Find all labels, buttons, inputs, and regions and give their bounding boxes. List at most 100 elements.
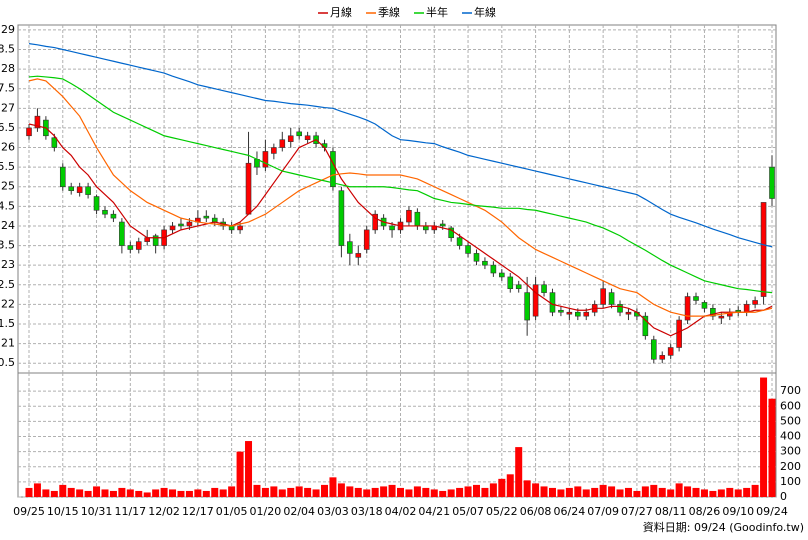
- price-panel: [17, 24, 777, 374]
- volume-bar: [658, 487, 666, 497]
- candle-body: [710, 308, 716, 317]
- volume-bar: [219, 489, 227, 497]
- volume-bar: [76, 489, 84, 497]
- y-tick-label: 400: [780, 430, 801, 443]
- candle-body: [51, 137, 58, 148]
- volume-bar: [329, 477, 337, 497]
- volume-bar: [160, 487, 168, 497]
- candle-body: [102, 209, 108, 215]
- x-tick-label: 10/31: [81, 505, 113, 518]
- x-tick-label: 09/24: [756, 505, 788, 518]
- legend-label: 季線: [378, 5, 400, 19]
- candle-body: [169, 225, 176, 231]
- volume-bar: [295, 486, 303, 497]
- candle-body: [389, 225, 395, 231]
- candle-body: [127, 245, 134, 250]
- x-tick-label: 09/10: [722, 505, 754, 518]
- y-tick-label: 700: [780, 384, 801, 397]
- candle-body: [85, 186, 91, 195]
- volume-bar: [447, 489, 455, 497]
- candle-body: [178, 223, 184, 227]
- y-tick-label: 4.5: [0, 199, 15, 212]
- candle-body: [608, 292, 615, 305]
- volume-bar: [624, 487, 632, 497]
- volume-bar: [304, 487, 312, 497]
- candle-body: [330, 151, 336, 188]
- candle-body: [566, 311, 573, 315]
- volume-bar: [726, 487, 734, 497]
- volume-bar: [599, 484, 607, 497]
- volume-bar: [633, 490, 641, 497]
- candle-body: [26, 127, 32, 137]
- volume-bar: [42, 489, 50, 497]
- volume-bar: [439, 490, 447, 497]
- candle-body: [507, 276, 514, 289]
- x-tick-label: 01/20: [250, 505, 282, 518]
- y-tick-label: 3.5: [0, 239, 15, 252]
- volume-bar: [253, 484, 261, 497]
- y-tick-label: 26: [1, 141, 15, 154]
- x-tick-label: 10/15: [47, 505, 79, 518]
- candle-body: [338, 190, 345, 246]
- candle-body: [203, 215, 210, 219]
- candle-body: [186, 221, 193, 227]
- candle-body: [59, 166, 66, 188]
- volume-bar: [515, 447, 523, 497]
- y-tick-label: 28: [1, 62, 15, 75]
- volume-bar: [177, 490, 185, 497]
- candle-body: [549, 292, 556, 313]
- volume-bar: [709, 490, 717, 497]
- candle-body: [119, 221, 125, 246]
- candle-body: [625, 311, 632, 315]
- y-tick-label: 600: [780, 399, 801, 412]
- x-tick-label: 01/05: [216, 505, 248, 518]
- volume-bar: [337, 483, 345, 497]
- x-tick-label: 06/08: [520, 505, 552, 518]
- x-tick-label: 08/11: [655, 505, 687, 518]
- candle-body: [482, 260, 488, 266]
- y-tick-label: 200: [780, 460, 801, 473]
- legend-label: 月線: [330, 5, 352, 19]
- candle-body: [473, 253, 480, 262]
- volume-panel: [17, 372, 777, 498]
- candle-body: [583, 311, 590, 317]
- candle-body: [287, 135, 294, 142]
- volume-bar: [422, 487, 430, 497]
- y-tick-label: 7.5: [0, 82, 15, 95]
- candle-body: [363, 229, 370, 250]
- candle-body: [372, 213, 378, 231]
- candle-body: [617, 304, 623, 313]
- volume-bar: [608, 486, 616, 497]
- y-tick-label: 5.5: [0, 160, 15, 173]
- y-tick-label: 1.5: [0, 317, 15, 330]
- volume-bar: [498, 478, 506, 497]
- volume-bar: [287, 487, 295, 497]
- volume-bar: [591, 487, 599, 497]
- candle-body: [718, 315, 725, 319]
- y-tick-label: 6.5: [0, 121, 15, 134]
- legend-label: 半年: [426, 5, 448, 19]
- x-tick-label: 04/02: [385, 505, 417, 518]
- volume-bar: [768, 398, 776, 497]
- volume-bar: [101, 489, 109, 497]
- candle-body: [515, 284, 522, 289]
- volume-bar: [692, 487, 700, 497]
- volume-bar: [667, 489, 675, 497]
- volume-bar: [126, 489, 134, 497]
- volume-bar: [388, 484, 396, 497]
- candle-body: [152, 235, 159, 246]
- y-tick-label: 23: [1, 258, 15, 271]
- volume-bar: [464, 486, 472, 497]
- x-tick-label: 07/27: [621, 505, 653, 518]
- x-tick-label: 02/04: [283, 505, 315, 518]
- y-tick-label: 29: [1, 23, 15, 36]
- x-tick-label: 03/18: [351, 505, 383, 518]
- y-tick-label: 21: [1, 337, 15, 350]
- volume-bar: [93, 486, 101, 497]
- volume-bar: [321, 484, 329, 497]
- y-tick-label: 24: [1, 219, 15, 232]
- candle-body: [279, 139, 286, 148]
- volume-bar: [743, 487, 751, 497]
- volume-bar: [194, 489, 202, 497]
- x-tick-label: 08/26: [689, 505, 721, 518]
